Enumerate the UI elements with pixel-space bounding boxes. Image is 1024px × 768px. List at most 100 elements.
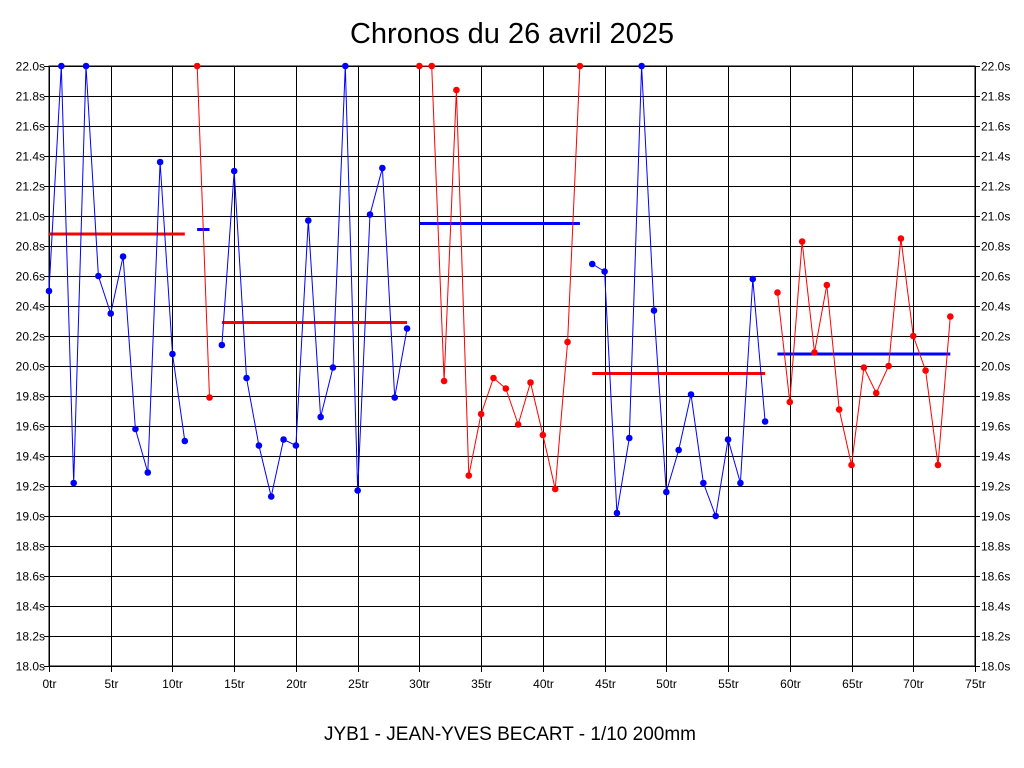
data-point — [428, 62, 436, 70]
data-point — [737, 479, 744, 487]
series-layer — [45, 62, 954, 520]
data-point — [700, 479, 707, 487]
x-tick-label: 60tr — [780, 677, 801, 691]
data-point — [749, 275, 757, 283]
y-tick-label-right: 19.8s — [981, 390, 1010, 404]
data-point — [379, 164, 386, 172]
data-point — [527, 379, 534, 386]
data-point — [144, 469, 152, 476]
x-tick-label: 5tr — [104, 677, 118, 691]
data-point — [156, 158, 164, 166]
data-point — [70, 479, 77, 487]
x-tick-label: 40tr — [533, 677, 554, 691]
data-point — [440, 377, 448, 385]
y-tick-label-left: 19.4s — [16, 450, 45, 464]
y-tick-label-right: 18.4s — [981, 600, 1010, 614]
data-point — [885, 362, 892, 370]
x-tick-label: 15tr — [224, 677, 245, 691]
x-tick-label: 20tr — [286, 677, 307, 691]
x-tick-label: 50tr — [656, 677, 677, 691]
data-point — [366, 211, 374, 218]
y-tick-label-left: 18.4s — [16, 600, 45, 614]
data-point — [502, 385, 510, 392]
data-point — [267, 493, 275, 500]
data-point — [292, 442, 300, 449]
y-tick-label-right: 20.0s — [981, 360, 1010, 374]
y-tick-label-right: 21.0s — [981, 210, 1010, 224]
grid-layer — [44, 65, 980, 672]
x-tick-label: 65tr — [842, 677, 863, 691]
series-line-run-2 — [196, 65, 210, 398]
data-point — [119, 253, 127, 260]
data-point — [625, 434, 633, 442]
data-point — [872, 389, 880, 397]
data-point — [774, 289, 781, 296]
data-point — [761, 418, 769, 425]
data-point — [169, 350, 176, 358]
y-tick-label-left: 20.2s — [16, 330, 45, 344]
y-tick-label-right: 20.2s — [981, 330, 1010, 344]
data-point — [724, 436, 732, 443]
data-point — [490, 374, 497, 382]
data-point — [181, 437, 189, 445]
data-point — [786, 398, 794, 406]
data-point — [230, 167, 238, 175]
data-point — [132, 425, 139, 433]
data-point — [82, 62, 90, 70]
y-tick-label-right: 19.2s — [981, 480, 1010, 494]
data-point — [947, 313, 954, 320]
data-point — [477, 410, 485, 418]
data-point — [107, 310, 115, 317]
data-point — [897, 235, 905, 242]
data-point — [811, 349, 818, 356]
data-point — [687, 391, 695, 398]
y-tick-label-right: 18.2s — [981, 630, 1010, 644]
x-tick-label: 35tr — [471, 677, 492, 691]
data-point — [922, 367, 929, 374]
y-tick-label-right: 22.0s — [981, 60, 1010, 74]
y-tick-label-left: 21.2s — [16, 180, 45, 194]
y-tick-label-left: 20.4s — [16, 300, 45, 314]
y-tick-label-right: 19.6s — [981, 420, 1010, 434]
data-point — [255, 442, 263, 449]
data-point — [514, 421, 522, 428]
data-point — [95, 272, 102, 280]
data-point — [675, 446, 682, 454]
x-tick-label: 75tr — [965, 677, 986, 691]
y-tick-label-left: 21.0s — [16, 210, 45, 224]
data-point — [280, 436, 287, 443]
data-point — [860, 364, 868, 371]
data-point — [416, 62, 423, 70]
y-tick-label-left: 22.0s — [16, 60, 45, 74]
y-tick-label-right: 18.0s — [981, 660, 1010, 674]
data-point — [539, 431, 547, 439]
y-tick-label-left: 21.6s — [16, 120, 45, 134]
y-tick-label-left: 20.0s — [16, 360, 45, 374]
y-tick-label-right: 18.6s — [981, 570, 1010, 584]
y-tick-label-right: 21.4s — [981, 150, 1010, 164]
data-point — [909, 332, 917, 340]
y-tick-label-right: 19.0s — [981, 510, 1010, 524]
y-tick-label-left: 18.8s — [16, 540, 45, 554]
y-tick-label-left: 20.6s — [16, 270, 45, 284]
data-point — [934, 461, 942, 469]
y-tick-label-left: 18.2s — [16, 630, 45, 644]
data-point — [342, 62, 349, 70]
data-point — [317, 413, 324, 421]
y-tick-label-left: 19.0s — [16, 510, 45, 524]
y-tick-label-right: 21.8s — [981, 90, 1010, 104]
data-point — [650, 307, 658, 314]
y-tick-label-left: 19.2s — [16, 480, 45, 494]
chart-subtitle: JYB1 - JEAN-YVES BECART - 1/10 200mm — [324, 724, 696, 745]
data-point — [45, 287, 53, 295]
tick-labels-layer: 18.0s 18.0s 18.2s 18.2s 18.4s 18.4s 18.6s 18.6s… — [16, 60, 1011, 692]
data-point — [551, 485, 559, 493]
y-tick-label-right: 20.6s — [981, 270, 1010, 284]
y-tick-label-left: 19.8s — [16, 390, 45, 404]
y-tick-label-left: 21.8s — [16, 90, 45, 104]
x-tick-label: 70tr — [903, 677, 924, 691]
data-point — [218, 341, 226, 349]
